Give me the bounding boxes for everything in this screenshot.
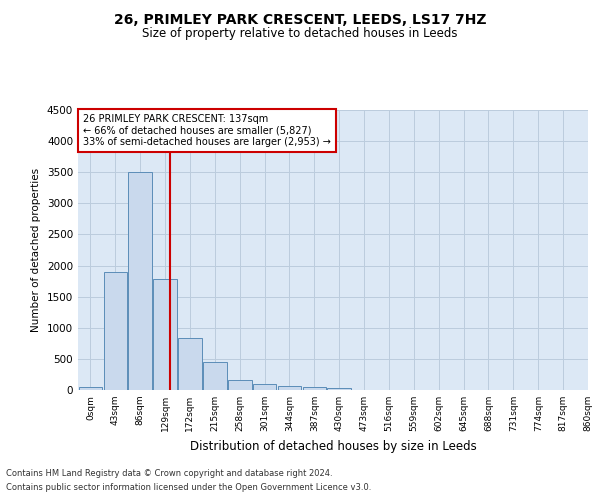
Text: Contains public sector information licensed under the Open Government Licence v3: Contains public sector information licen…: [6, 484, 371, 492]
Bar: [278, 386, 301, 390]
Bar: [228, 380, 251, 390]
Text: Contains HM Land Registry data © Crown copyright and database right 2024.: Contains HM Land Registry data © Crown c…: [6, 468, 332, 477]
Bar: [79, 387, 102, 390]
Bar: [153, 279, 177, 390]
Bar: [178, 338, 202, 390]
Text: Size of property relative to detached houses in Leeds: Size of property relative to detached ho…: [142, 28, 458, 40]
Bar: [104, 272, 127, 390]
Y-axis label: Number of detached properties: Number of detached properties: [31, 168, 41, 332]
Text: 26, PRIMLEY PARK CRESCENT, LEEDS, LS17 7HZ: 26, PRIMLEY PARK CRESCENT, LEEDS, LS17 7…: [114, 12, 486, 26]
X-axis label: Distribution of detached houses by size in Leeds: Distribution of detached houses by size …: [190, 440, 476, 452]
Text: 26 PRIMLEY PARK CRESCENT: 137sqm
← 66% of detached houses are smaller (5,827)
33: 26 PRIMLEY PARK CRESCENT: 137sqm ← 66% o…: [83, 114, 331, 148]
Bar: [203, 362, 227, 390]
Bar: [328, 388, 351, 390]
Bar: [302, 386, 326, 390]
Bar: [128, 172, 152, 390]
Bar: [253, 384, 277, 390]
